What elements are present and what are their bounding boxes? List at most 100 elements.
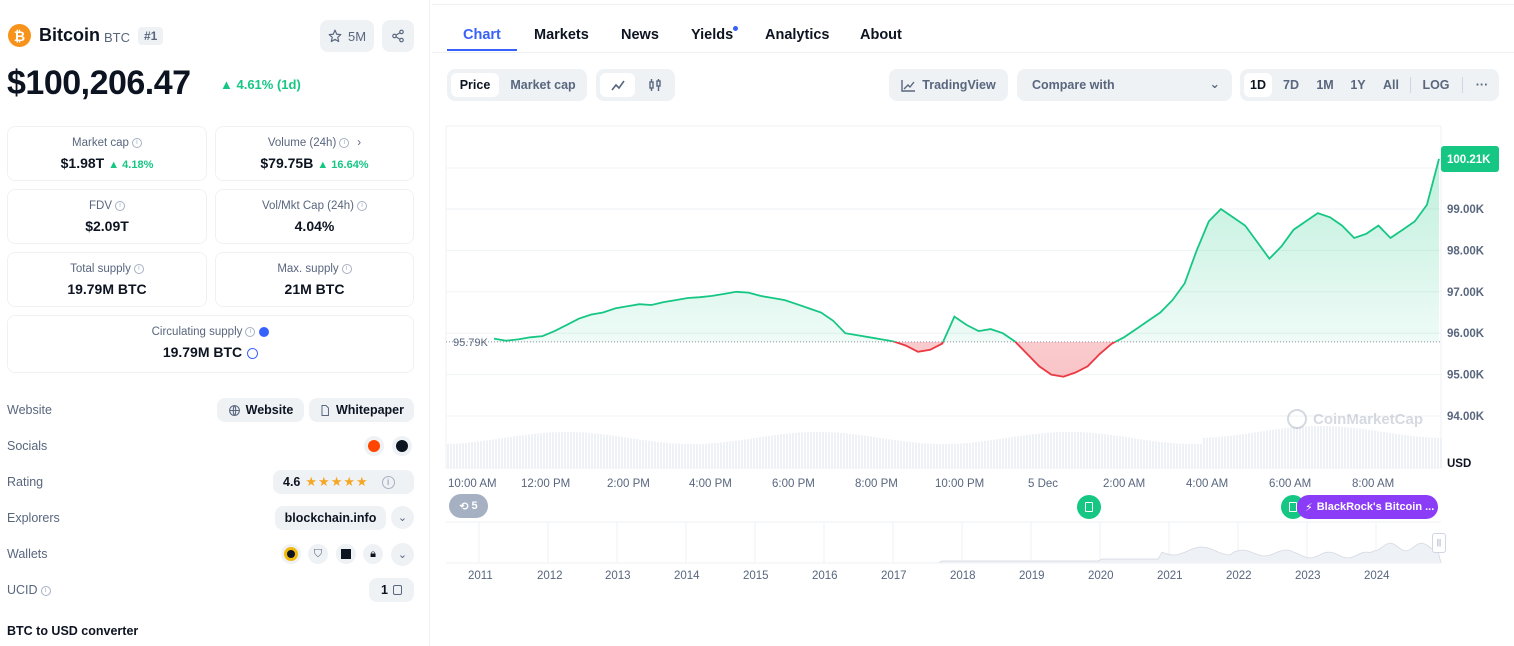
info-icon[interactable]: i [245, 326, 256, 337]
volume-bar [663, 442, 665, 468]
volume-bar [1053, 432, 1055, 468]
grid-wallet-icon[interactable] [336, 544, 356, 564]
info-icon[interactable]: i [131, 137, 142, 148]
volume-bar [924, 443, 926, 468]
range-1y[interactable]: 1Y [1350, 78, 1366, 92]
volume-bar [981, 441, 983, 468]
navigator-series [446, 542, 1442, 564]
x-tick-label: 8:00 PM [855, 478, 898, 490]
tab-analytics[interactable]: Analytics [765, 27, 830, 43]
rating-pill[interactable]: 4.6 ★★★★★ i [273, 470, 414, 494]
shield-wallet-icon[interactable]: ⛉ [308, 544, 328, 564]
volume-bar [1113, 435, 1115, 468]
volume-bar [1407, 435, 1409, 468]
volume-bar [462, 443, 464, 468]
volume-bar [1086, 432, 1088, 468]
volume-bar [1146, 440, 1148, 468]
volume-bar [1083, 432, 1085, 468]
volume-bar [921, 443, 923, 468]
info-icon[interactable]: i [357, 200, 368, 211]
log-scale-toggle[interactable]: LOG [1422, 78, 1450, 92]
wallets-row-label: Wallets [7, 547, 48, 561]
news-marker-icon[interactable] [1077, 495, 1101, 519]
volume-bar [843, 433, 845, 468]
range-1m[interactable]: 1M [1316, 78, 1334, 92]
volume-bar [1392, 433, 1394, 468]
watchlist-button[interactable]: 5M [320, 20, 374, 52]
volume-bar [684, 443, 686, 468]
binance-wallet-icon[interactable] [281, 544, 301, 564]
volume-bar [621, 436, 623, 468]
compare-with-select[interactable]: Compare with ⌄ [1017, 69, 1232, 101]
explorer-button[interactable]: blockchain.info [275, 506, 386, 530]
volume-stat[interactable]: Volume (24h) i › $79.75B ▲ 16.64% [215, 126, 414, 181]
events-history-button[interactable]: ⟲ 5 [449, 494, 488, 518]
volume-bar [678, 443, 680, 468]
website-button[interactable]: Website [217, 398, 304, 422]
y-tick-label: 98.00K [1447, 245, 1485, 257]
chevron-down-icon[interactable]: ⌄ [391, 506, 414, 529]
tab-yields[interactable]: Yields [691, 27, 734, 43]
volume-bar [1098, 433, 1100, 468]
reddit-icon[interactable] [364, 436, 384, 456]
volume-bar [807, 432, 809, 468]
navigator-year: 2020 [1088, 570, 1114, 582]
github-icon[interactable] [392, 436, 412, 456]
info-icon[interactable]: i [133, 263, 144, 274]
toolbar-divider [1462, 77, 1463, 93]
range-1d[interactable]: 1D [1244, 73, 1272, 97]
tab-markets[interactable]: Markets [534, 27, 589, 43]
range-7d[interactable]: 7D [1283, 78, 1299, 92]
volume-bar [708, 443, 710, 468]
info-icon[interactable]: i [341, 263, 352, 274]
market-cap-toggle[interactable]: Market cap [510, 78, 576, 92]
volume-bar [579, 432, 581, 468]
volume-bar [600, 434, 602, 468]
price-line-up [493, 158, 1440, 342]
volume-bar [459, 443, 461, 468]
volume-bar [795, 432, 797, 468]
news-event-badge[interactable]: ⚡ BlackRock's Bitcoin ... [1297, 495, 1438, 519]
volume-bar [864, 435, 866, 468]
whitepaper-button[interactable]: Whitepaper [309, 398, 414, 422]
max-supply-stat: Max. supply i 21M BTC [215, 252, 414, 307]
info-icon[interactable]: i [40, 585, 51, 596]
circulating-label: Circulating supply [151, 326, 243, 338]
chevron-down-icon[interactable]: ⌄ [391, 543, 414, 566]
volume-bar [456, 443, 458, 468]
volume-bar [471, 442, 473, 468]
volume-bar [540, 433, 542, 468]
volume-bar [738, 440, 740, 468]
volume-bar [1419, 436, 1421, 468]
tradingview-button[interactable]: TradingView [889, 69, 1008, 101]
navigator-handle[interactable]: || [1432, 533, 1446, 553]
share-button[interactable] [382, 20, 414, 52]
volume-bar [1197, 443, 1199, 468]
circulating-value: 19.79M BTC [162, 344, 243, 360]
price-toggle[interactable]: Price [451, 73, 499, 97]
rank-badge: #1 [138, 26, 164, 45]
ucid-copy-button[interactable]: 1 [369, 578, 414, 602]
volume-bar [1218, 436, 1220, 468]
more-options-button[interactable]: ··· [1475, 78, 1489, 92]
info-icon[interactable]: i [339, 137, 350, 148]
range-all[interactable]: All [1383, 78, 1399, 92]
volume-bar [468, 442, 470, 468]
line-chart-toggle[interactable] [600, 73, 635, 97]
info-icon[interactable]: i [115, 200, 125, 211]
volume-bar [666, 442, 668, 468]
volume-bar [1437, 437, 1439, 468]
lock-wallet-icon[interactable]: 🔒︎ [363, 544, 383, 564]
tab-chart[interactable]: Chart [463, 27, 501, 43]
volume-bar [603, 434, 605, 468]
volume-bar [852, 434, 854, 468]
tab-bar [432, 0, 1514, 53]
volume-bar [1008, 437, 1010, 468]
tab-about[interactable]: About [860, 27, 902, 43]
tab-news[interactable]: News [621, 27, 659, 43]
info-icon[interactable]: i [381, 475, 395, 489]
candle-chart-toggle[interactable] [637, 73, 672, 97]
volume-bar [765, 436, 767, 468]
volume-bar [1152, 441, 1154, 468]
